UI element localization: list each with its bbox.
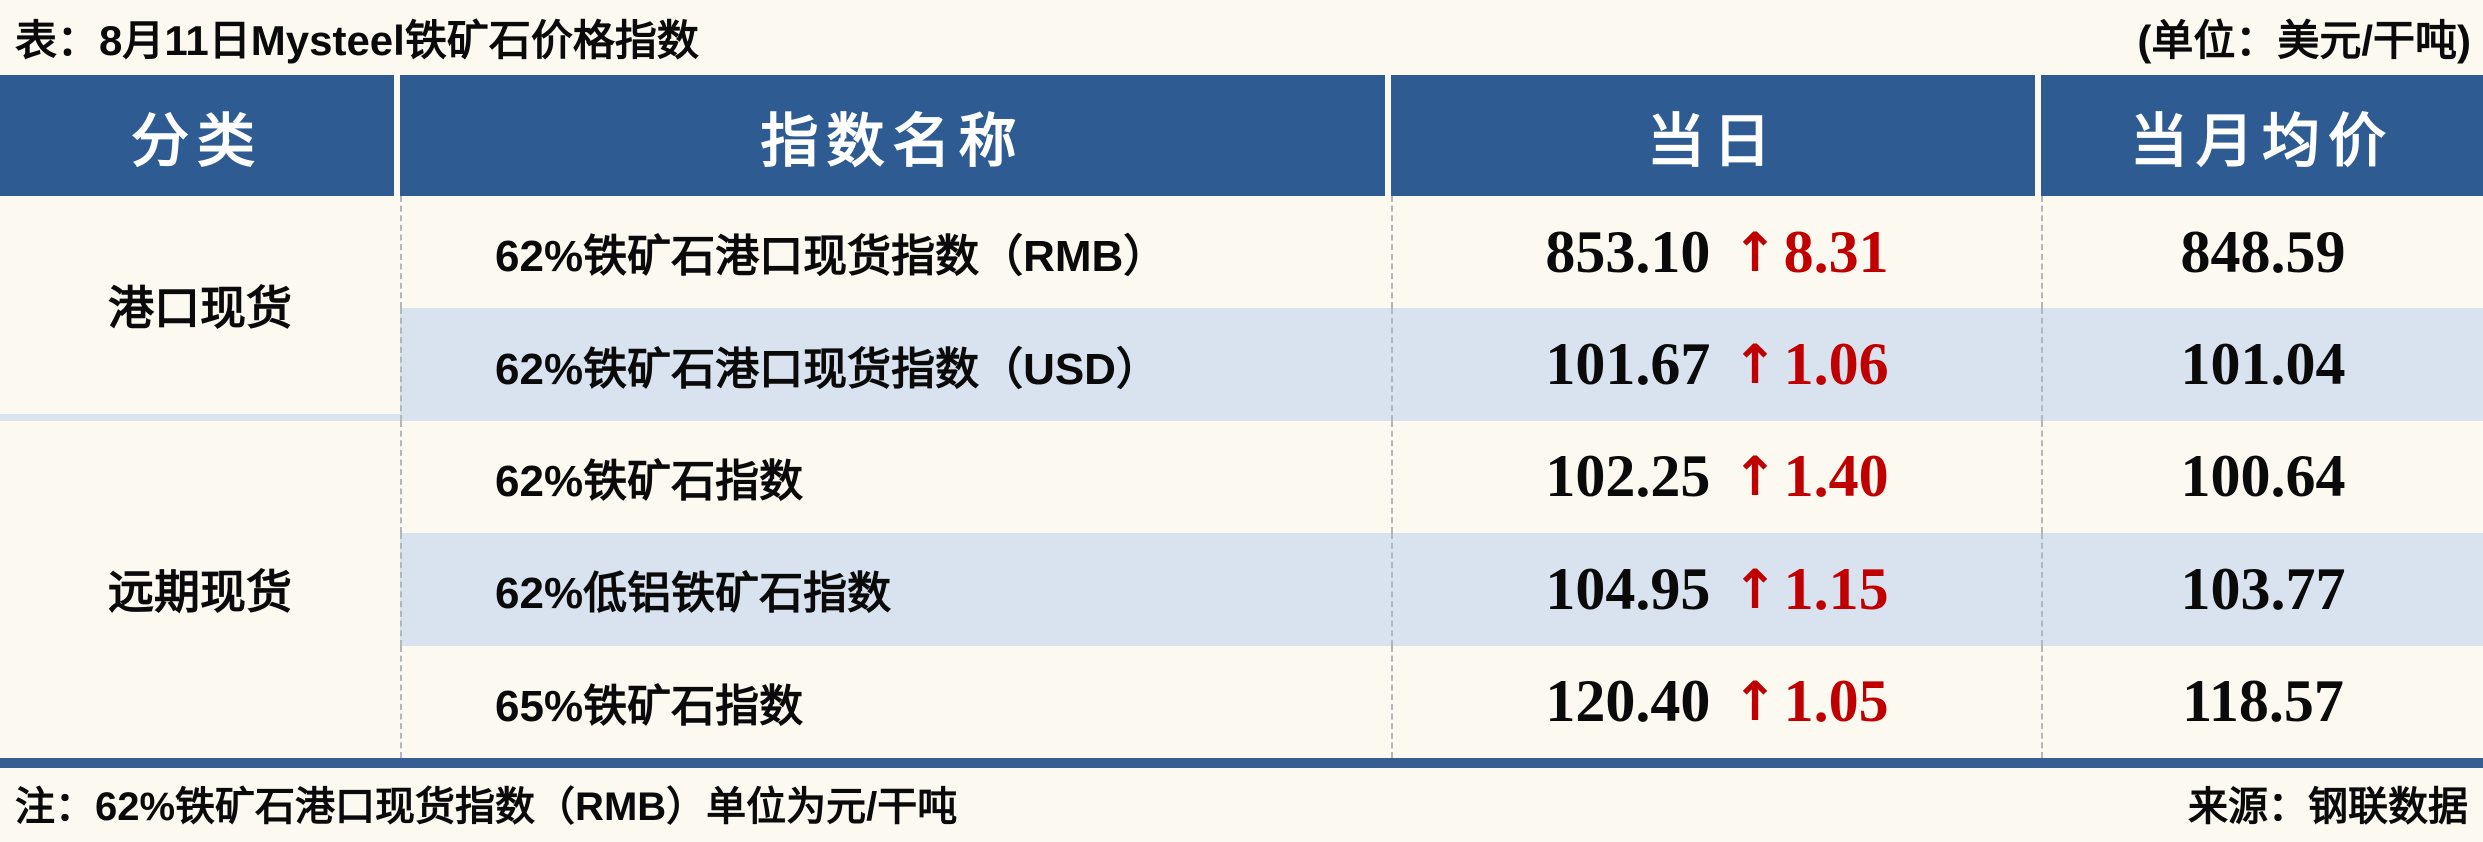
up-arrow-icon: ↑ xyxy=(1732,445,1778,509)
daily-change: ↑ 1.40 xyxy=(1732,442,1888,511)
table-header-row: 分类 指数名称 当日 当月均价 xyxy=(0,75,2483,196)
table-body: 港口现货 远期现货 62%铁矿石港口现货指数（RMB） 853.10 ↑ 8.31… xyxy=(0,196,2483,758)
data-source: 来源：钢联数据 xyxy=(2188,785,2468,829)
daily-value: 853.10 xyxy=(1545,218,1711,285)
change-value: 1.05 xyxy=(1783,668,1889,735)
monthly-avg-cell: 100.64 xyxy=(2041,420,2483,534)
change-value: 1.06 xyxy=(1783,331,1889,398)
monthly-avg-value: 101.04 xyxy=(2180,331,2346,398)
daily-value-cell: 853.10 ↑ 8.31 xyxy=(1391,196,2041,309)
header-index-name: 指数名称 xyxy=(400,75,1391,196)
daily-value-cell: 101.67 ↑ 1.06 xyxy=(1391,308,2041,421)
category-cell-forward-spot: 远期现货 xyxy=(108,566,292,619)
index-name-cell: 62%铁矿石指数 xyxy=(400,420,1391,534)
table-bottom-rule xyxy=(0,758,2483,768)
daily-value: 101.67 xyxy=(1545,331,1711,398)
daily-change: ↑ 1.06 xyxy=(1732,330,1888,399)
page-title: 表：8月11日Mysteel铁矿石价格指数 xyxy=(15,16,699,64)
header-monthly-avg: 当月均价 xyxy=(2041,75,2483,196)
daily-change: ↑ 1.15 xyxy=(1732,555,1888,624)
index-name-cell: 62%低铝铁矿石指数 xyxy=(400,533,1391,646)
unit-label: (单位：美元/干吨) xyxy=(2137,16,2471,64)
monthly-avg-cell: 101.04 xyxy=(2041,308,2483,421)
footer-row: 注：62%铁矿石港口现货指数（RMB）单位为元/干吨 来源：钢联数据 xyxy=(15,768,2468,838)
index-name-cell: 65%铁矿石指数 xyxy=(400,645,1391,758)
header-daily: 当日 xyxy=(1391,75,2041,196)
monthly-avg-value: 118.57 xyxy=(2182,668,2344,735)
up-arrow-icon: ↑ xyxy=(1732,670,1778,734)
category-cell-port-spot: 港口现货 xyxy=(0,196,400,421)
change-value: 1.40 xyxy=(1783,443,1889,510)
change-value: 1.15 xyxy=(1783,555,1889,622)
title-row: 表：8月11日Mysteel铁矿石价格指数 (单位：美元/干吨) xyxy=(15,8,2471,66)
index-name-cell: 62%铁矿石港口现货指数（RMB） xyxy=(400,196,1391,309)
monthly-avg-value: 848.59 xyxy=(2180,218,2346,285)
up-arrow-icon: ↑ xyxy=(1732,557,1778,621)
daily-value-cell: 120.40 ↑ 1.05 xyxy=(1391,645,2041,758)
daily-value: 120.40 xyxy=(1545,668,1711,735)
daily-value-cell: 104.95 ↑ 1.15 xyxy=(1391,533,2041,646)
footnote: 注：62%铁矿石港口现货指数（RMB）单位为元/干吨 xyxy=(15,785,958,829)
monthly-avg-cell: 848.59 xyxy=(2041,196,2483,309)
daily-value: 102.25 xyxy=(1545,443,1711,510)
up-arrow-icon: ↑ xyxy=(1732,333,1778,397)
monthly-avg-value: 103.77 xyxy=(2180,555,2346,622)
header-category: 分类 xyxy=(0,75,400,196)
daily-change: ↑ 1.05 xyxy=(1732,667,1888,736)
up-arrow-icon: ↑ xyxy=(1732,220,1778,284)
daily-change: ↑ 8.31 xyxy=(1732,218,1888,287)
change-value: 8.31 xyxy=(1783,218,1889,285)
daily-value: 104.95 xyxy=(1545,555,1711,622)
index-name-cell: 62%铁矿石港口现货指数（USD） xyxy=(400,308,1391,421)
monthly-avg-cell: 118.57 xyxy=(2041,645,2483,758)
monthly-avg-cell: 103.77 xyxy=(2041,533,2483,646)
daily-value-cell: 102.25 ↑ 1.40 xyxy=(1391,420,2041,534)
monthly-avg-value: 100.64 xyxy=(2180,443,2346,510)
